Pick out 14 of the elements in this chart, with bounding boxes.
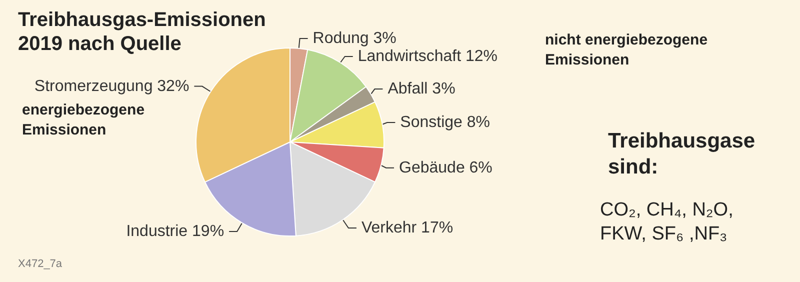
slice-label: Rodung 3% <box>312 30 396 47</box>
text: energiebezogene Emissionen <box>22 102 149 138</box>
slice-label: Abfall 3% <box>388 80 456 98</box>
text: Treibhausgase sind: <box>608 130 761 178</box>
slice-label: Industrie 19% <box>126 223 224 240</box>
slice-label: Verkehr 17% <box>361 220 454 237</box>
slice-label: Stromerzeugung 32% <box>34 78 190 95</box>
text: nicht energiebezogene Emissionen <box>545 32 712 68</box>
slice-label: Sonstige 8% <box>400 114 490 132</box>
chart-title: Treibhausgas-Emissionen 2019 nach Quelle <box>18 9 272 55</box>
slice-label: Landwirtschaft 12% <box>358 48 498 65</box>
slice-label: Gebäude 6% <box>399 159 492 176</box>
text: X472_7a <box>18 258 63 270</box>
text: CO₂, CH₄, N₂O, FKW, SF₆ ,NF₃ <box>600 200 739 244</box>
